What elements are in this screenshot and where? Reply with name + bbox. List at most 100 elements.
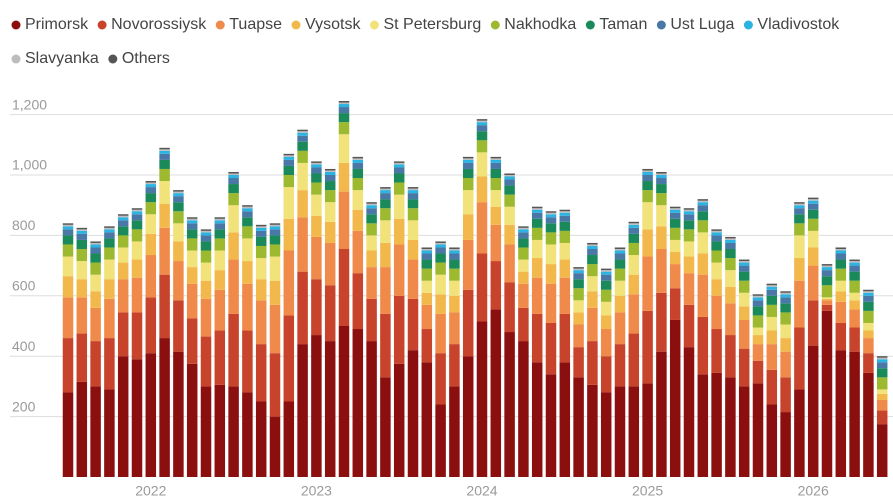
bar-segment: [311, 164, 322, 168]
bar-segment: [366, 250, 377, 268]
bar-segment: [76, 227, 88, 230]
bar-segment: [214, 330, 226, 385]
bar-segment: [145, 184, 157, 188]
bar-segment: [283, 153, 295, 156]
bar-segment: [531, 206, 543, 209]
bar-segment: [628, 224, 640, 228]
bar-segment: [504, 332, 515, 477]
bar-segment: [131, 259, 143, 278]
bar-segment: [587, 264, 598, 277]
bar-segment: [669, 264, 681, 289]
bar-segment: [76, 233, 88, 240]
bar-segment: [449, 247, 460, 249]
bar-segment: [214, 223, 226, 230]
bar-segment: [380, 199, 391, 209]
bar-segment: [449, 268, 460, 281]
bar-segment: [504, 175, 515, 177]
bar-segment: [283, 175, 295, 188]
bar-segment: [242, 238, 253, 262]
bar-segment: [697, 200, 709, 203]
bar-segment: [228, 386, 239, 477]
bar-segment: [200, 230, 212, 233]
bar-segment: [738, 306, 750, 320]
bar-segment: [338, 191, 350, 249]
bar-segment: [104, 238, 115, 248]
bar-segment: [752, 383, 764, 477]
bar-segment: [490, 206, 502, 225]
bar-segment: [338, 104, 350, 108]
bar-segment: [90, 341, 101, 387]
bar-segment: [642, 175, 653, 182]
bar-segment: [545, 264, 557, 284]
bar-segment: [421, 253, 433, 260]
bar-segment: [159, 149, 170, 151]
bar-segment: [462, 168, 474, 179]
bar-segment: [849, 271, 860, 281]
bar-segment: [711, 229, 722, 231]
bar-segment: [421, 362, 433, 477]
bar-segment: [504, 176, 515, 180]
bar-segment: [794, 327, 805, 390]
bar-segment: [642, 170, 653, 172]
bar-segment: [159, 203, 170, 228]
bar-segment: [173, 202, 184, 212]
bar-segment: [683, 347, 695, 477]
bar-segment: [283, 155, 295, 157]
bar-segment: [435, 353, 446, 405]
bar-segment: [62, 235, 74, 245]
bar-segment: [587, 248, 598, 256]
bar-segment: [752, 295, 764, 298]
bar-segment: [476, 152, 488, 177]
bar-segment: [297, 344, 308, 477]
bar-segment: [821, 298, 833, 301]
bar-segment: [283, 165, 295, 175]
bar-segment: [835, 247, 847, 249]
bar-segment: [587, 255, 598, 265]
bar-segment: [766, 295, 778, 305]
bar-segment: [435, 247, 446, 254]
bar-segment: [269, 235, 281, 245]
bar-segment: [407, 190, 419, 194]
bar-segment: [807, 209, 819, 219]
bar-segment: [338, 248, 350, 326]
bar-segment: [311, 182, 322, 195]
bar-segment: [738, 280, 750, 293]
bar-segment: [669, 239, 681, 253]
bar-segment: [780, 292, 791, 295]
bar-segment: [738, 386, 750, 477]
bar-segment: [159, 338, 170, 477]
bar-segment: [117, 262, 129, 280]
bar-segment: [131, 214, 143, 221]
bar-segment: [518, 259, 529, 272]
bar-segment: [242, 226, 253, 239]
bar-segment: [752, 335, 764, 345]
bar-segment: [683, 209, 695, 212]
bar-segment: [628, 223, 640, 225]
bar-segment: [683, 220, 695, 230]
legend-swatch: [11, 54, 21, 64]
bar-segment: [421, 292, 433, 305]
bar-segment: [614, 280, 626, 296]
bar-segment: [587, 244, 598, 246]
bar-segment: [780, 412, 791, 477]
bar-segment: [476, 122, 488, 126]
bar-segment: [449, 253, 460, 260]
bar-segment: [490, 156, 502, 159]
bar-segment: [794, 223, 805, 236]
bar-segment: [600, 271, 612, 275]
bar-segment: [338, 134, 350, 163]
bar-segment: [780, 303, 791, 313]
bar-segment: [159, 274, 170, 339]
bar-segment: [669, 252, 681, 265]
bar-segment: [642, 190, 653, 203]
bar-segment: [145, 193, 157, 203]
bar-segment: [255, 226, 267, 228]
bar-segment: [380, 220, 391, 243]
bar-segment: [104, 229, 115, 233]
bar-segment: [228, 178, 239, 185]
bar-segment: [393, 244, 405, 296]
x-tick-label: 2022: [135, 483, 166, 499]
bar-segment: [587, 276, 598, 292]
bar-segment: [545, 244, 557, 265]
y-tick-label: 1,000: [12, 157, 47, 173]
